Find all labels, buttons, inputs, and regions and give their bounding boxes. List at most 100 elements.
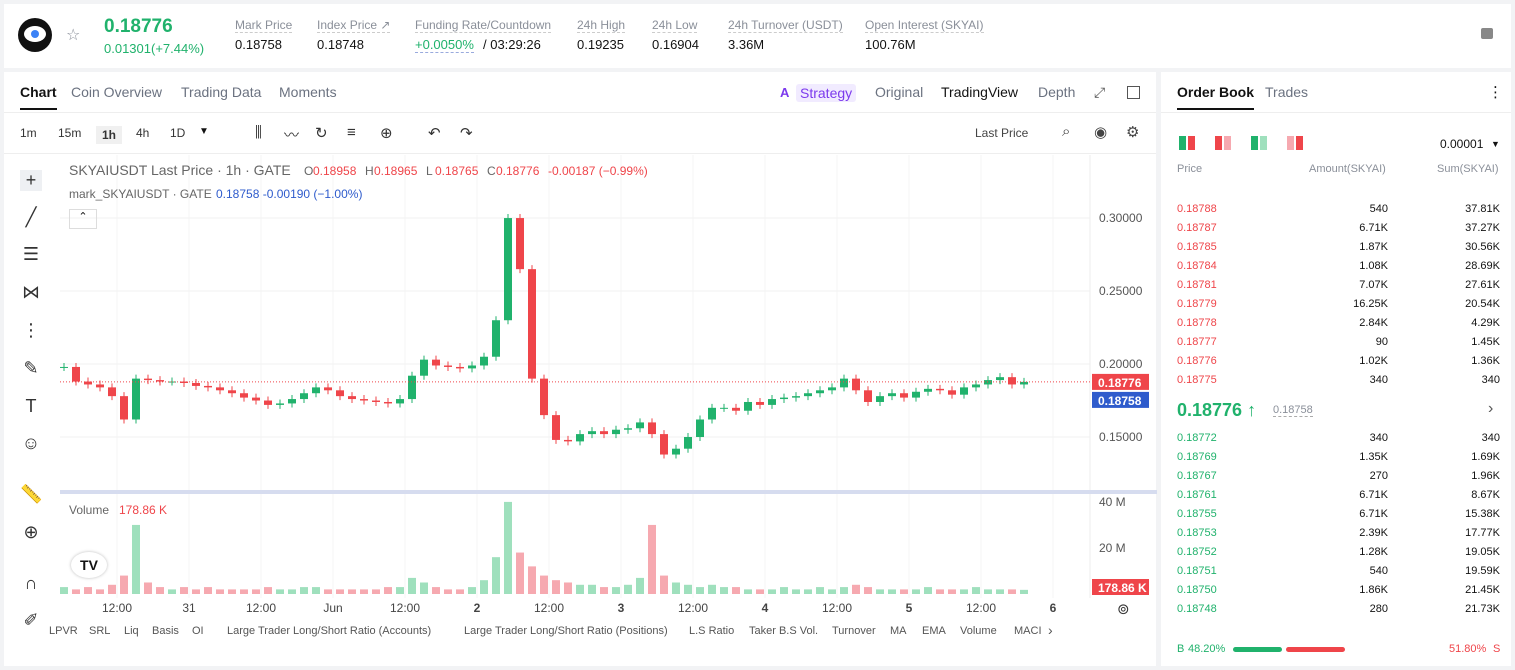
view-tab[interactable]: Depth (1038, 84, 1076, 100)
indicator-tab[interactable]: LPVR (49, 625, 78, 637)
book-price[interactable]: 0.18761 (1177, 489, 1217, 501)
interval[interactable]: 1D (170, 126, 186, 140)
header-icon (1481, 28, 1493, 39)
book-price[interactable]: 0.18778 (1177, 317, 1217, 329)
drawing-tool[interactable]: ☺ (21, 433, 41, 453)
view-tab[interactable]: Original (875, 84, 924, 100)
indicator-tab[interactable]: Turnover (832, 625, 876, 637)
indicator-tab[interactable]: MACI (1014, 625, 1042, 637)
price-type[interactable]: Last Price (975, 126, 1029, 140)
book-menu[interactable]: ⋮ (1488, 84, 1503, 101)
chart-tab[interactable]: Chart (20, 84, 57, 110)
book-price[interactable]: 0.18750 (1177, 584, 1217, 596)
book-price[interactable]: 0.18776 (1177, 355, 1217, 367)
interval[interactable]: 1m (20, 126, 37, 140)
book-expand[interactable]: › (1488, 400, 1494, 417)
book-price[interactable]: 0.18755 (1177, 508, 1217, 520)
book-precision[interactable]: 0.00001 (1440, 137, 1484, 151)
chart-tab[interactable]: Coin Overview (71, 84, 163, 100)
book-view-icon[interactable] (1296, 136, 1303, 150)
candle (576, 434, 584, 442)
book-price[interactable]: 0.18781 (1177, 279, 1217, 291)
indicator-tab[interactable]: L.S Ratio (689, 625, 735, 637)
toolbar-icon[interactable]: ↷ (460, 125, 473, 142)
indicator-tab[interactable]: OI (192, 625, 204, 637)
book-tab[interactable]: Trades (1265, 84, 1309, 100)
book-price[interactable]: 0.18767 (1177, 470, 1217, 482)
book-view-icon[interactable] (1224, 136, 1231, 150)
collapse-button[interactable]: ⌃ (69, 209, 97, 229)
book-price[interactable]: 0.18775 (1177, 374, 1217, 386)
candle (864, 390, 872, 402)
interval[interactable]: 1h (96, 126, 123, 144)
interval[interactable]: 15m (58, 126, 82, 140)
chart-tab[interactable]: Trading Data (181, 84, 262, 100)
book-view-icon[interactable] (1215, 136, 1222, 150)
book-price[interactable]: 0.18752 (1177, 546, 1217, 558)
toolbar-icon[interactable]: ≡ (347, 124, 356, 141)
candle (228, 390, 236, 394)
book-price[interactable]: 0.18785 (1177, 241, 1217, 253)
drawing-tool[interactable]: 📏 (20, 484, 43, 504)
last-price-label: 0.18776 (1098, 376, 1142, 390)
drawing-tool[interactable]: + (20, 170, 42, 191)
indicator-tab[interactable]: Large Trader Long/Short Ratio (Positions… (464, 625, 668, 637)
book-price[interactable]: 0.18784 (1177, 260, 1217, 272)
tool-icon[interactable]: ◉ (1094, 124, 1108, 141)
book-price[interactable]: 0.18753 (1177, 527, 1217, 539)
book-price[interactable]: 0.18779 (1177, 298, 1217, 310)
drawing-tool[interactable]: ∩ (24, 573, 38, 593)
volume-bar (132, 524, 140, 594)
book-amount: 16.25K (1353, 298, 1388, 310)
indicator-tab[interactable]: MA (890, 625, 907, 637)
settings-icon[interactable]: ⊚ (1117, 601, 1130, 618)
book-sum: 4.29K (1471, 317, 1500, 329)
drawing-tool[interactable]: ⋈ (22, 282, 40, 302)
indicator-tab[interactable]: Volume (960, 625, 997, 637)
indicator-tab[interactable]: Basis (152, 625, 179, 637)
candle (360, 399, 368, 401)
drawing-tool[interactable]: ✎ (23, 358, 39, 378)
book-price[interactable]: 0.18769 (1177, 451, 1217, 463)
view-tab[interactable]: Strategy (796, 84, 857, 102)
chart-tab[interactable]: Moments (279, 84, 337, 100)
book-view-icon[interactable] (1287, 136, 1294, 150)
indicator-tab[interactable]: Liq (124, 625, 139, 637)
stat-label: Funding Rate/Countdown (415, 18, 552, 33)
book-view-icon[interactable] (1179, 136, 1186, 150)
book-price[interactable]: 0.18751 (1177, 565, 1217, 577)
toolbar-icon[interactable]: 〰 (284, 127, 300, 144)
book-price[interactable]: 0.18788 (1177, 203, 1217, 215)
book-tab[interactable]: Order Book (1177, 84, 1255, 110)
toolbar-icon[interactable]: ⊕ (380, 125, 393, 142)
candle (276, 403, 284, 405)
favorite-star[interactable]: ☆ (66, 27, 81, 44)
indicator-tab[interactable]: Large Trader Long/Short Ratio (Accounts) (227, 625, 432, 637)
book-view-icon[interactable] (1188, 136, 1195, 150)
toolbar-icon[interactable]: ↶ (428, 125, 441, 142)
indicator-tab[interactable]: Taker B.S Vol. (749, 625, 819, 637)
book-view-icon[interactable] (1260, 136, 1267, 150)
book-price[interactable]: 0.18748 (1177, 603, 1217, 615)
toolbar-icon[interactable]: ⫼ (255, 124, 262, 141)
drawing-tool[interactable]: ☰ (22, 244, 40, 264)
book-view-icon[interactable] (1251, 136, 1258, 150)
tool-icon[interactable]: ⚙ (1126, 124, 1140, 141)
indicator-scroll[interactable]: › (1048, 622, 1053, 638)
drawing-tool[interactable]: ⊕ (23, 522, 39, 542)
drawing-tool[interactable]: T (25, 396, 37, 416)
drawing-tool[interactable]: ⋮ (22, 320, 40, 340)
drawing-tool[interactable]: ✐ (23, 610, 39, 630)
indicator-tab[interactable]: EMA (922, 625, 946, 637)
book-price[interactable]: 0.18777 (1177, 336, 1217, 348)
book-price[interactable]: 0.18787 (1177, 222, 1217, 234)
toolbar-icon[interactable]: ↻ (315, 125, 328, 142)
view-tab[interactable]: TradingView (941, 84, 1019, 100)
volume-bar (288, 589, 296, 594)
drawing-tool[interactable]: ╱ (25, 207, 37, 227)
book-price[interactable]: 0.18772 (1177, 432, 1217, 444)
interval[interactable]: 4h (136, 126, 150, 140)
tool-icon[interactable]: ⌕ (1062, 123, 1071, 140)
indicator-tab[interactable]: SRL (89, 625, 111, 637)
